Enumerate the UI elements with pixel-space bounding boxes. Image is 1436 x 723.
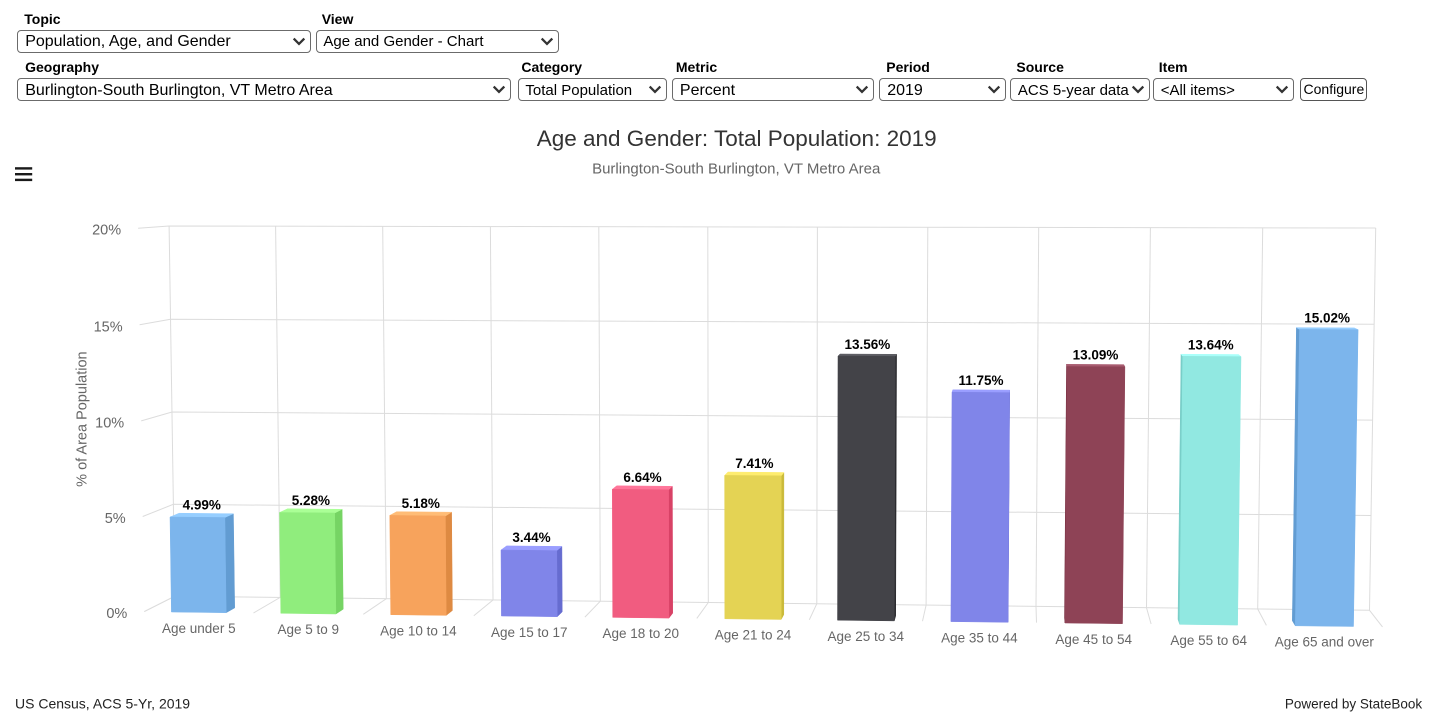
svg-text:Burlington-South Burlington, V: Burlington-South Burlington, VT Metro Ar… [592,160,881,177]
svg-text:13.09%: 13.09% [1073,348,1119,363]
svg-text:US Census, ACS 5-Yr, 2019: US Census, ACS 5-Yr, 2019 [15,695,190,711]
svg-text:11.75%: 11.75% [958,373,1003,388]
svg-text:13.64%: 13.64% [1188,337,1234,352]
svg-text:Age 5 to 9: Age 5 to 9 [278,622,340,637]
svg-text:Age 15 to 17: Age 15 to 17 [491,625,568,640]
svg-text:Age 10 to 14: Age 10 to 14 [380,624,457,639]
svg-text:7.41%: 7.41% [735,456,773,471]
svg-text:15.02%: 15.02% [1304,311,1350,326]
svg-text:Age and Gender: Total Populati: Age and Gender: Total Population: 2019 [537,126,937,151]
svg-text:Age 18 to 20: Age 18 to 20 [603,626,680,641]
svg-text:Age 35 to 44: Age 35 to 44 [941,630,1018,645]
svg-text:20%: 20% [92,223,121,239]
svg-text:4.99%: 4.99% [183,497,221,512]
svg-text:10%: 10% [95,415,124,431]
svg-text:Age 65 and over: Age 65 and over [1275,635,1375,650]
svg-text:Age 55 to 64: Age 55 to 64 [1170,633,1247,648]
svg-text:3.44%: 3.44% [512,530,550,545]
svg-text:6.64%: 6.64% [623,470,661,485]
svg-text:Age 45 to 54: Age 45 to 54 [1055,632,1132,647]
svg-text:% of Area Population: % of Area Population [75,351,91,486]
svg-text:5.28%: 5.28% [292,493,330,508]
svg-text:5%: 5% [105,511,126,527]
svg-text:Age 25 to 34: Age 25 to 34 [828,629,905,644]
svg-text:13.56%: 13.56% [845,337,891,352]
svg-text:5.18%: 5.18% [402,496,440,511]
svg-text:0%: 0% [106,606,127,622]
svg-text:Age 21 to 24: Age 21 to 24 [715,628,792,643]
svg-text:Powered by StateBook: Powered by StateBook [1285,697,1423,712]
svg-text:Age under 5: Age under 5 [162,621,236,636]
svg-text:15%: 15% [94,319,123,335]
